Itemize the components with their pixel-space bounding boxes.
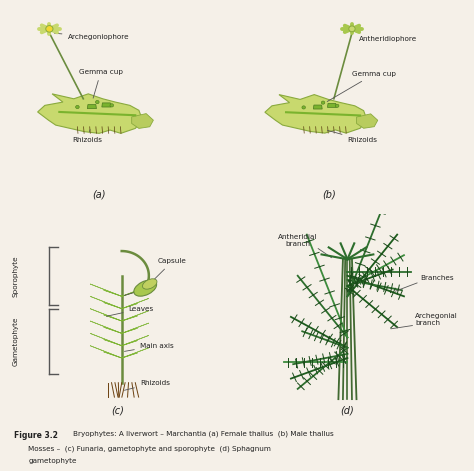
Text: (b): (b) <box>322 189 336 200</box>
Text: (a): (a) <box>92 189 106 200</box>
Text: Rhizoids: Rhizoids <box>72 130 102 143</box>
Circle shape <box>302 106 305 109</box>
Polygon shape <box>328 104 336 107</box>
Text: Bryophytes: A liverwort – Marchantia (a) Female thallus  (b) Male thallus: Bryophytes: A liverwort – Marchantia (a)… <box>73 431 334 438</box>
Polygon shape <box>356 114 378 128</box>
Polygon shape <box>104 302 122 309</box>
Text: Main axis: Main axis <box>125 343 173 351</box>
Polygon shape <box>122 291 137 296</box>
Circle shape <box>336 104 339 107</box>
Polygon shape <box>122 316 137 321</box>
Polygon shape <box>102 103 111 107</box>
Polygon shape <box>90 284 122 296</box>
Polygon shape <box>122 298 149 309</box>
Polygon shape <box>90 296 122 309</box>
Ellipse shape <box>134 280 156 296</box>
Text: Archegonial
branch: Archegonial branch <box>415 313 458 326</box>
Text: (d): (d) <box>340 406 355 415</box>
Text: Figure 3.2: Figure 3.2 <box>14 431 58 440</box>
Polygon shape <box>90 309 122 321</box>
Text: Gemma cup: Gemma cup <box>79 69 123 98</box>
Ellipse shape <box>143 279 157 289</box>
Circle shape <box>349 26 355 32</box>
Polygon shape <box>122 328 137 333</box>
Polygon shape <box>37 94 143 133</box>
Text: Archegoniophore: Archegoniophore <box>55 33 129 40</box>
Circle shape <box>321 101 325 104</box>
Circle shape <box>46 25 53 32</box>
Polygon shape <box>104 340 122 346</box>
Circle shape <box>95 100 99 104</box>
Polygon shape <box>122 353 137 358</box>
Polygon shape <box>122 323 149 333</box>
Polygon shape <box>104 327 122 333</box>
Polygon shape <box>90 333 122 346</box>
Circle shape <box>110 104 114 107</box>
Polygon shape <box>104 315 122 321</box>
Polygon shape <box>122 341 137 346</box>
Polygon shape <box>90 346 122 358</box>
Text: (c): (c) <box>111 406 124 415</box>
Polygon shape <box>122 348 149 358</box>
Text: Rhizoids: Rhizoids <box>124 380 170 390</box>
Text: Capsule: Capsule <box>149 259 187 284</box>
Text: Branches: Branches <box>420 275 454 281</box>
Polygon shape <box>104 352 122 358</box>
Polygon shape <box>104 290 122 296</box>
Polygon shape <box>90 321 122 333</box>
Polygon shape <box>122 303 137 309</box>
Text: Gemma cup: Gemma cup <box>327 71 396 102</box>
Text: gametophyte: gametophyte <box>28 458 77 464</box>
Polygon shape <box>122 335 149 346</box>
Polygon shape <box>313 105 322 109</box>
Polygon shape <box>265 95 367 133</box>
Polygon shape <box>122 311 149 321</box>
Text: Leaves: Leaves <box>106 306 154 317</box>
Text: Antheridial
branch: Antheridial branch <box>278 234 318 247</box>
Text: Sporophyte: Sporophyte <box>12 255 18 297</box>
Circle shape <box>76 106 79 109</box>
Polygon shape <box>122 286 149 296</box>
Text: Antheridiophore: Antheridiophore <box>355 32 417 42</box>
Text: Rhizoids: Rhizoids <box>328 130 377 143</box>
Polygon shape <box>87 105 96 109</box>
Polygon shape <box>132 114 154 129</box>
Text: Gametophyte: Gametophyte <box>12 317 18 366</box>
Text: Mosses –  (c) Funaria, gametophyte and sporophyte  (d) Sphagnum: Mosses – (c) Funaria, gametophyte and sp… <box>28 445 271 452</box>
Text: Seta: Seta <box>124 285 156 295</box>
